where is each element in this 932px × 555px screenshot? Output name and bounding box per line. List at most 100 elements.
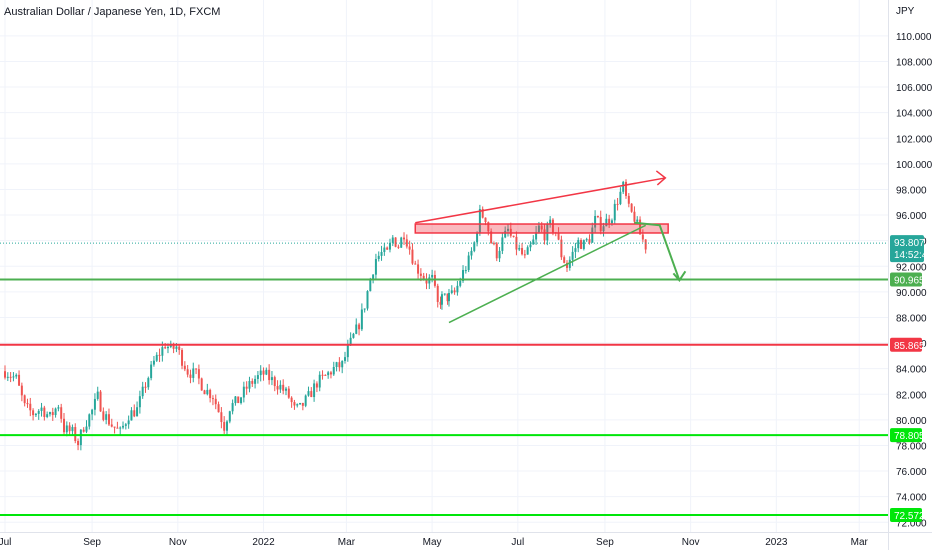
candle-body: [127, 420, 130, 425]
candle-body: [119, 427, 122, 429]
candle-body: [63, 418, 66, 433]
resistance-zone: [414, 223, 669, 234]
candle-body: [580, 240, 583, 249]
candle-body: [481, 208, 484, 218]
candle-body: [622, 181, 625, 192]
candle-body: [447, 292, 450, 302]
candle-body: [560, 239, 563, 258]
candles: [4, 179, 647, 451]
candle-body: [467, 255, 470, 271]
candle-body: [172, 343, 175, 349]
candle-body: [518, 248, 521, 250]
candle-body: [450, 290, 453, 293]
candle-body: [40, 407, 43, 411]
candle-body: [130, 410, 133, 421]
candle-body: [619, 191, 622, 205]
candle-body: [150, 364, 153, 379]
y-tick-label: 102.000: [896, 134, 932, 145]
y-tick-label: 104.000: [896, 109, 932, 120]
candle-body: [641, 234, 644, 240]
candle-body: [197, 369, 200, 379]
candle-body: [237, 396, 240, 404]
candle-body: [20, 385, 23, 396]
x-tick-label: Nov: [682, 537, 700, 548]
x-tick-label: Mar: [338, 537, 356, 548]
candle-body: [498, 250, 501, 259]
candle-body: [616, 203, 619, 205]
candle-body: [613, 203, 616, 221]
candle-body: [443, 293, 446, 295]
candle-body: [403, 237, 406, 240]
candle-body: [439, 301, 442, 305]
x-tick-label: May: [423, 537, 442, 548]
candle-body: [124, 424, 127, 426]
y-tick-label: 100.000: [896, 160, 932, 171]
level-price-tag: [890, 428, 922, 443]
candle-body: [147, 378, 150, 388]
candle-body: [566, 262, 568, 268]
y-tick-label: 92.000: [896, 262, 927, 273]
candle-body: [242, 386, 245, 398]
candle-body: [346, 344, 349, 358]
candle-body: [386, 247, 389, 250]
candle-body: [625, 181, 628, 196]
candle-body: [248, 381, 251, 389]
candle-body: [543, 229, 546, 241]
candle-body: [537, 225, 540, 233]
candle-body: [26, 403, 29, 405]
candle-body: [456, 285, 459, 293]
candle-body: [68, 425, 71, 432]
candle-body: [318, 374, 321, 388]
y-tick-label: 106.000: [896, 83, 932, 94]
candle-body: [327, 372, 330, 376]
candle-body: [259, 370, 262, 376]
level-price-label: 72.572: [894, 511, 925, 522]
candle-body: [133, 410, 136, 417]
y-tick-label: 82.000: [896, 390, 927, 401]
last-price-tag: [890, 235, 924, 263]
candle-body: [4, 371, 6, 378]
candle-body: [276, 386, 279, 390]
candle-body: [453, 290, 456, 293]
candle-body: [256, 375, 259, 379]
candle-body: [504, 230, 507, 238]
candle-body: [355, 324, 358, 334]
candle-body: [338, 362, 341, 368]
y-tick-label: 96.000: [896, 211, 927, 222]
candle-body: [223, 422, 226, 431]
y-tick-label: 78.000: [896, 441, 927, 452]
countdown-label: 14:52:45: [894, 250, 932, 261]
candle-body: [332, 367, 335, 375]
candle-body: [535, 232, 538, 240]
candle-body: [82, 429, 85, 432]
candle-body: [532, 239, 535, 245]
candle-body: [54, 408, 57, 416]
candle-body: [195, 368, 198, 370]
candle-body: [557, 232, 560, 240]
candle-body: [287, 388, 290, 398]
level-price-label: 90.965: [894, 276, 925, 287]
candle-body: [574, 248, 577, 252]
candle-body: [152, 360, 155, 365]
x-tick-label: Sep: [596, 537, 614, 548]
candle-body: [88, 414, 91, 427]
candle-body: [425, 278, 428, 284]
candle-body: [408, 246, 411, 250]
candle-body: [602, 226, 605, 232]
projection-path: [634, 221, 681, 281]
y-tick-label: 110.000: [896, 32, 932, 43]
y-tick-label: 76.000: [896, 467, 927, 478]
candle-body: [627, 195, 630, 204]
candle-body: [77, 440, 80, 446]
candle-body: [85, 426, 88, 432]
candle-body: [523, 254, 526, 256]
candle-body: [411, 249, 414, 264]
candle-body: [585, 239, 588, 241]
candle-body: [43, 407, 46, 417]
candle-body: [144, 386, 147, 388]
candle-body: [15, 374, 18, 377]
candle-body: [6, 376, 9, 378]
candle-body: [166, 346, 169, 349]
